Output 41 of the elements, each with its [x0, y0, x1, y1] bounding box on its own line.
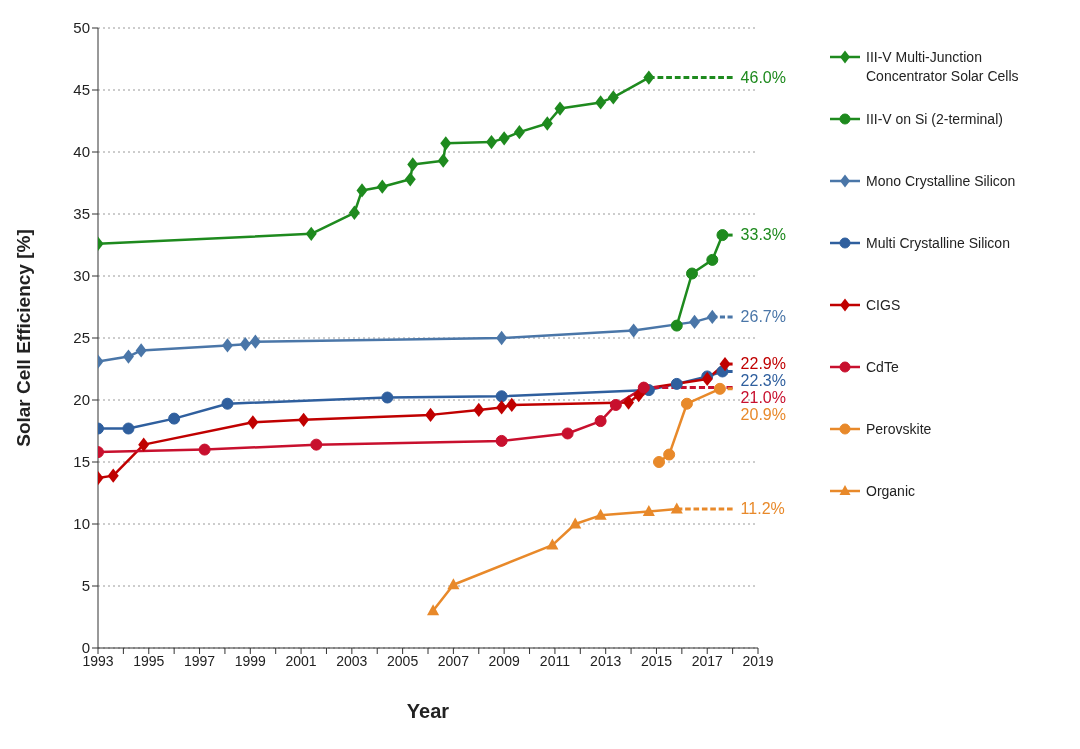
x-tick-label: 1997: [183, 652, 216, 669]
legend-label: III-V on Si (2-terminal): [866, 110, 1003, 129]
data-label: 11.2%: [740, 500, 785, 518]
x-tick-label: 2015: [640, 652, 673, 669]
data-label: 26.7%: [740, 307, 786, 325]
x-tick-label: 2017: [691, 652, 724, 669]
data-label: 46.0%: [740, 68, 786, 86]
x-tick-label: 2013: [590, 652, 622, 669]
data-label: 33.3%: [740, 226, 786, 244]
y-tick-label: 25: [73, 329, 90, 347]
legend-label: Mono Crystalline Silicon: [866, 172, 1016, 191]
x-tick-label: 2011: [539, 652, 571, 669]
x-tick-label: 2001: [285, 652, 317, 669]
x-tick-label: 1995: [133, 652, 165, 669]
data-label: 22.9%: [740, 355, 786, 373]
data-label: 21.0%: [740, 389, 786, 407]
y-tick-label: 30: [73, 267, 90, 285]
y-tick-label: 15: [73, 453, 90, 471]
y-tick-label: 20: [73, 391, 90, 409]
y-tick-label: 5: [81, 577, 90, 595]
data-label: 22.3%: [740, 372, 786, 390]
y-tick-label: 50: [73, 19, 90, 37]
x-tick-label: 2009: [488, 652, 520, 669]
legend-label: Perovskite: [866, 420, 932, 439]
x-tick-label: 2003: [336, 652, 368, 669]
legend-label: Multi Crystalline Silicon: [866, 234, 1010, 253]
y-tick-label: 10: [73, 515, 90, 533]
x-axis-title: Year: [406, 700, 450, 722]
y-axis-title: Solar Cell Efficiency [%]: [12, 229, 34, 447]
legend-label: III-V Multi-Junction Concentrator Solar Cells: [866, 48, 1020, 86]
legend-label: CIGS: [866, 296, 901, 315]
legend-label: CdTe: [866, 358, 899, 377]
legend-label: Organic: [866, 482, 916, 501]
x-tick-label: 1999: [234, 652, 267, 669]
x-tick-label: 2019: [742, 652, 774, 669]
y-tick-label: 45: [73, 81, 90, 99]
data-label: 20.9%: [740, 406, 786, 424]
x-tick-label: 2005: [387, 652, 419, 669]
x-tick-label: 2007: [437, 652, 470, 669]
y-tick-label: 35: [73, 205, 90, 223]
y-tick-label: 40: [73, 143, 90, 161]
